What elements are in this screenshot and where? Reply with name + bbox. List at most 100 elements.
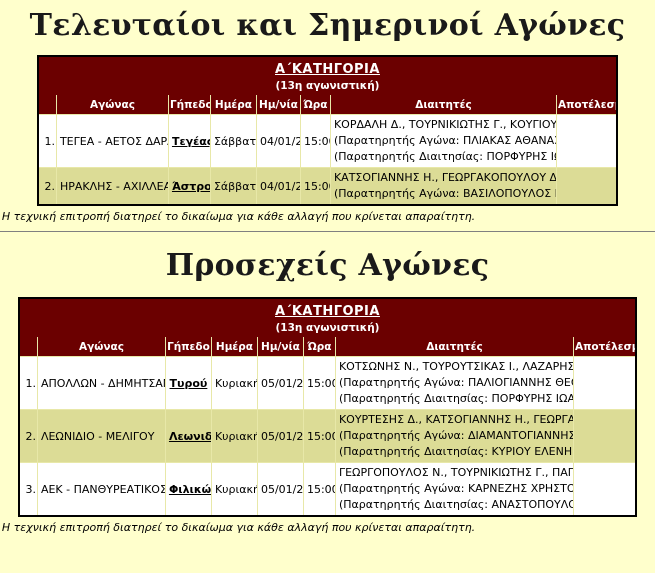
row-match: ΤΕΓΕΑ - ΑΕΤΟΣ ΔΑΡΑ xyxy=(55,114,169,168)
row-date: 04/01/25 xyxy=(255,114,301,168)
section-divider xyxy=(0,231,655,232)
row-referees: ΚΟΤΣΩΝΗΣ Ν., ΤΟΥΡΟΥΤΣΙΚΑΣ Ι., ΛΑΖΑΡΗΣ Γ.… xyxy=(334,356,574,410)
row-date: 05/01/25 xyxy=(256,409,304,463)
referee-line: ΚΟΥΡΤΕΣΗΣ Δ., ΚΑΤΣΟΓΙΑΝΝΗΣ Η., ΓΕΩΡΓΑΚΟΠ… xyxy=(338,413,573,426)
observer-line: (Παρατηρητής Αγώνα: ΠΛΙΑΚΑΣ ΑΘΑΝΑΣΙΟΣ) xyxy=(333,134,556,147)
row-referees: ΚΑΤΣΟΓΙΑΝΝΗΣ Η., ΓΕΩΡΓΑΚΟΠΟΥΛΟΥ Δ., ΜΑΚΡ… xyxy=(329,167,557,206)
row-venue[interactable]: Άστρους xyxy=(167,167,211,206)
col-header-match: Αγώνας xyxy=(55,94,169,115)
referee-line: ΚΟΤΣΩΝΗΣ Ν., ΤΟΥΡΟΥΤΣΙΚΑΣ Ι., ΛΑΖΑΡΗΣ Γ. xyxy=(338,360,574,373)
category-header-row: Α΄ΚΑΤΗΓΟΡΙΑ (13η αγωνιστική) xyxy=(37,55,618,95)
ref-observer-line: (Παρατηρητής Διαιτησίας: ΠΟΡΦΥΡΗΣ ΙΩΑΝΝΗ… xyxy=(338,392,573,405)
row-match: ΑΕΚ - ΠΑΝΘΥΡΕΑΤΙΚΟΣ xyxy=(36,462,166,517)
table-row: 3. ΑΕΚ - ΠΑΝΘΥΡΕΑΤΙΚΟΣ Φιλικών Κυριακή 0… xyxy=(18,462,637,517)
col-header-day: Ημέρα xyxy=(210,336,258,357)
referee-line: ΓΕΩΡΓΟΠΟΥΛΟΣ Ν., ΤΟΥΡΝΙΚΙΩΤΗΣ Γ., ΠΑΠΑΪΩ… xyxy=(338,466,573,479)
table-wrap-upcoming: Α΄ΚΑΤΗΓΟΡΙΑ (13η αγωνιστική) Αγώνας Γήπε… xyxy=(0,297,655,517)
observer-line: (Παρατηρητής Αγώνα: ΠΑΛΙΟΓΙΑΝΝΗΣ ΘΕΟΔΩΡΟ… xyxy=(338,376,573,389)
row-venue[interactable]: Φιλικών xyxy=(164,462,212,517)
row-result xyxy=(555,167,618,206)
category-header-cell: Α΄ΚΑΤΗΓΟΡΙΑ (13η αγωνιστική) xyxy=(37,55,618,95)
venue-link[interactable]: Άστρους xyxy=(171,179,211,193)
table-row: 2. ΗΡΑΚΛΗΣ - ΑΧΙΛΛΕΑΣ Άστρους Σάββατο 04… xyxy=(37,167,618,206)
row-referees: ΚΟΥΡΤΕΣΗΣ Δ., ΚΑΤΣΟΓΙΑΝΝΗΣ Η., ΓΕΩΡΓΑΚΟΠ… xyxy=(334,409,574,463)
page-title-recent: Τελευταίοι και Σημερινοί Αγώνες xyxy=(29,8,626,43)
row-time: 15:00 xyxy=(299,167,331,206)
col-header-referees: Διαιτητές xyxy=(329,94,557,115)
row-date: 04/01/25 xyxy=(255,167,301,206)
table-row: 2. ΛΕΩΝΙΔΙΟ - ΜΕΛΙΓΟΥ Λεωνιδίου Κυριακή … xyxy=(18,409,637,463)
col-header-index xyxy=(18,336,38,357)
matchday-label: (13η αγωνιστική) xyxy=(275,322,380,334)
row-match: ΗΡΑΚΛΗΣ - ΑΧΙΛΛΕΑΣ xyxy=(55,167,169,206)
row-referees: ΚΟΡΔΑΛΗ Δ., ΤΟΥΡΝΙΚΙΩΤΗΣ Γ., ΚΟΥΓΙΟΥΦΑΣ … xyxy=(329,114,557,168)
row-index: 1. xyxy=(18,356,38,410)
col-header-index xyxy=(37,94,57,115)
venue-link[interactable]: Φιλικών xyxy=(168,482,212,496)
col-header-match: Αγώνας xyxy=(36,336,166,357)
col-header-referees: Διαιτητές xyxy=(334,336,574,357)
col-header-result: Αποτέλεσμα xyxy=(572,336,637,357)
col-header-time: Ώρα xyxy=(302,336,336,357)
col-header-time: Ώρα xyxy=(299,94,331,115)
section-upcoming-matches: Προσεχείς Αγώνες Α΄ΚΑΤΗΓΟΡΙΑ (13η αγωνισ… xyxy=(0,232,655,536)
row-result xyxy=(572,462,637,517)
ref-observer-line: (Παρατηρητής Διαιτησίας: ΚΥΡΙΟΥ ΕΛΕΝΗ) xyxy=(338,445,574,458)
note-text: Η τεχνική επιτροπή διατηρεί το δικαίωμα … xyxy=(1,521,476,534)
row-date: 05/01/25 xyxy=(256,462,304,517)
schedule-table-recent: Α΄ΚΑΤΗΓΟΡΙΑ (13η αγωνιστική) Αγώνας Γήπε… xyxy=(37,55,618,206)
row-time: 15:00 xyxy=(302,462,336,517)
row-time: 15:00 xyxy=(302,356,336,410)
col-header-venue: Γήπεδο xyxy=(164,336,212,357)
category-header-row: Α΄ΚΑΤΗΓΟΡΙΑ (13η αγωνιστική) xyxy=(18,297,637,337)
table-row: 1. ΤΕΓΕΑ - ΑΕΤΟΣ ΔΑΡΑ Τεγέας Σάββατο 04/… xyxy=(37,114,618,168)
ref-observer-line: (Παρατηρητής Διαιτησίας: ΠΟΡΦΥΡΗΣ ΙΩΑΝΝΗ… xyxy=(333,150,556,163)
category-title: Α΄ΚΑΤΗΓΟΡΙΑ xyxy=(275,62,380,77)
table-wrap-recent: Α΄ΚΑΤΗΓΟΡΙΑ (13η αγωνιστική) Αγώνας Γήπε… xyxy=(0,55,655,206)
row-referees: ΓΕΩΡΓΟΠΟΥΛΟΣ Ν., ΤΟΥΡΝΙΚΙΩΤΗΣ Γ., ΠΑΠΑΪΩ… xyxy=(334,462,574,517)
venue-link[interactable]: Λεωνιδίου xyxy=(168,429,212,443)
venue-link[interactable]: Τεγέας xyxy=(171,134,211,148)
row-result xyxy=(572,356,637,410)
row-time: 15:00 xyxy=(302,409,336,463)
section-recent-matches: Τελευταίοι και Σημερινοί Αγώνες Α΄ΚΑΤΗΓΟ… xyxy=(0,0,655,232)
referee-line: ΚΟΡΔΑΛΗ Δ., ΤΟΥΡΝΙΚΙΩΤΗΣ Γ., ΚΟΥΓΙΟΥΦΑΣ … xyxy=(333,118,557,131)
row-index: 1. xyxy=(37,114,57,168)
schedule-table-upcoming: Α΄ΚΑΤΗΓΟΡΙΑ (13η αγωνιστική) Αγώνας Γήπε… xyxy=(18,297,637,517)
disclaimer-note-recent: : Η τεχνική επιτροπή διατηρεί το δικαίωμ… xyxy=(0,206,655,225)
row-venue[interactable]: Τυρού xyxy=(164,356,212,410)
matchday-label: (13η αγωνιστική) xyxy=(275,80,380,92)
row-time: 15:00 xyxy=(299,114,331,168)
row-result xyxy=(555,114,618,168)
row-venue[interactable]: Τεγέας xyxy=(167,114,211,168)
col-header-date: Ημ/νία xyxy=(255,94,301,115)
row-index: 2. xyxy=(18,409,38,463)
category-title: Α΄ΚΑΤΗΓΟΡΙΑ xyxy=(275,304,380,319)
col-header-venue: Γήπεδο xyxy=(167,94,211,115)
row-day: Κυριακή xyxy=(210,462,258,517)
ref-observer-line: (Παρατηρητής Διαιτησίας: ΑΝΑΣΤΟΠΟΥΛΟΣ ΔΗ… xyxy=(338,498,573,511)
col-header-day: Ημέρα xyxy=(209,94,257,115)
row-venue[interactable]: Λεωνιδίου xyxy=(164,409,212,463)
row-index: 3. xyxy=(18,462,38,517)
observer-line: (Παρατηρητής Αγώνα: ΒΑΣΙΛΟΠΟΥΛΟΣ ΙΩΑΝΝΗΣ… xyxy=(333,187,556,200)
row-day: Κυριακή xyxy=(210,356,258,410)
row-day: Σάββατο xyxy=(209,167,257,206)
page-title-upcoming: Προσεχείς Αγώνες xyxy=(165,248,490,283)
observer-line: (Παρατηρητής Αγώνα: ΔΙΑΜΑΝΤΟΓΙΑΝΝΗΣ ΓΕΩΡ… xyxy=(338,429,574,442)
column-header-row: Αγώνας Γήπεδο Ημέρα Ημ/νία Ώρα Διαιτητές… xyxy=(37,94,618,115)
row-day: Σάββατο xyxy=(209,114,257,168)
row-index: 2. xyxy=(37,167,57,206)
row-date: 05/01/25 xyxy=(256,356,304,410)
note-text: Η τεχνική επιτροπή διατηρεί το δικαίωμα … xyxy=(1,210,476,223)
table-row: 1. ΑΠΟΛΛΩΝ - ΔΗΜΗΤΣΑΝΑ Τυρού Κυριακή 05/… xyxy=(18,356,637,410)
category-header-cell: Α΄ΚΑΤΗΓΟΡΙΑ (13η αγωνιστική) xyxy=(18,297,637,337)
observer-line: (Παρατηρητής Αγώνα: ΚΑΡΝΕΖΗΣ ΧΡΗΣΤΟΣ) xyxy=(338,482,574,495)
venue-link[interactable]: Τυρού xyxy=(169,376,208,390)
row-day: Κυριακή xyxy=(210,409,258,463)
col-header-result: Αποτέλεσμα xyxy=(555,94,618,115)
row-result xyxy=(572,409,637,463)
row-match: ΑΠΟΛΛΩΝ - ΔΗΜΗΤΣΑΝΑ xyxy=(36,356,166,410)
disclaimer-note-upcoming: : Η τεχνική επιτροπή διατηρεί το δικαίωμ… xyxy=(0,517,655,536)
row-match: ΛΕΩΝΙΔΙΟ - ΜΕΛΙΓΟΥ xyxy=(36,409,166,463)
